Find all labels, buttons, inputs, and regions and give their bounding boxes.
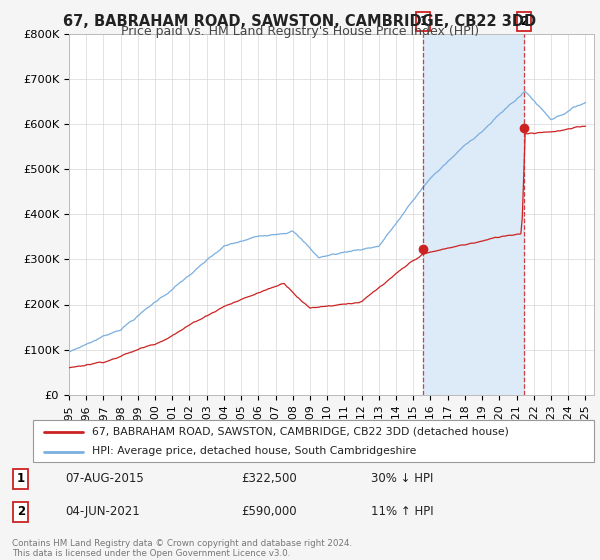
Text: 07-AUG-2015: 07-AUG-2015 bbox=[65, 472, 143, 486]
Text: 67, BABRAHAM ROAD, SAWSTON, CAMBRIDGE, CB22 3DD (detached house): 67, BABRAHAM ROAD, SAWSTON, CAMBRIDGE, C… bbox=[92, 427, 509, 437]
Text: £322,500: £322,500 bbox=[241, 472, 297, 486]
Text: 11% ↑ HPI: 11% ↑ HPI bbox=[371, 505, 433, 518]
Text: 2: 2 bbox=[17, 505, 25, 518]
Text: Price paid vs. HM Land Registry's House Price Index (HPI): Price paid vs. HM Land Registry's House … bbox=[121, 25, 479, 38]
Text: 1: 1 bbox=[419, 15, 427, 28]
Text: 04-JUN-2021: 04-JUN-2021 bbox=[65, 505, 140, 518]
FancyBboxPatch shape bbox=[33, 420, 594, 462]
Text: 30% ↓ HPI: 30% ↓ HPI bbox=[371, 472, 433, 486]
Text: Contains HM Land Registry data © Crown copyright and database right 2024.
This d: Contains HM Land Registry data © Crown c… bbox=[12, 539, 352, 558]
Text: HPI: Average price, detached house, South Cambridgeshire: HPI: Average price, detached house, Sout… bbox=[92, 446, 416, 456]
Text: 1: 1 bbox=[17, 472, 25, 486]
Text: £590,000: £590,000 bbox=[241, 505, 297, 518]
Bar bbox=[424, 34, 524, 395]
Text: 2: 2 bbox=[520, 15, 528, 28]
Text: 67, BABRAHAM ROAD, SAWSTON, CAMBRIDGE, CB22 3DD: 67, BABRAHAM ROAD, SAWSTON, CAMBRIDGE, C… bbox=[64, 14, 536, 29]
